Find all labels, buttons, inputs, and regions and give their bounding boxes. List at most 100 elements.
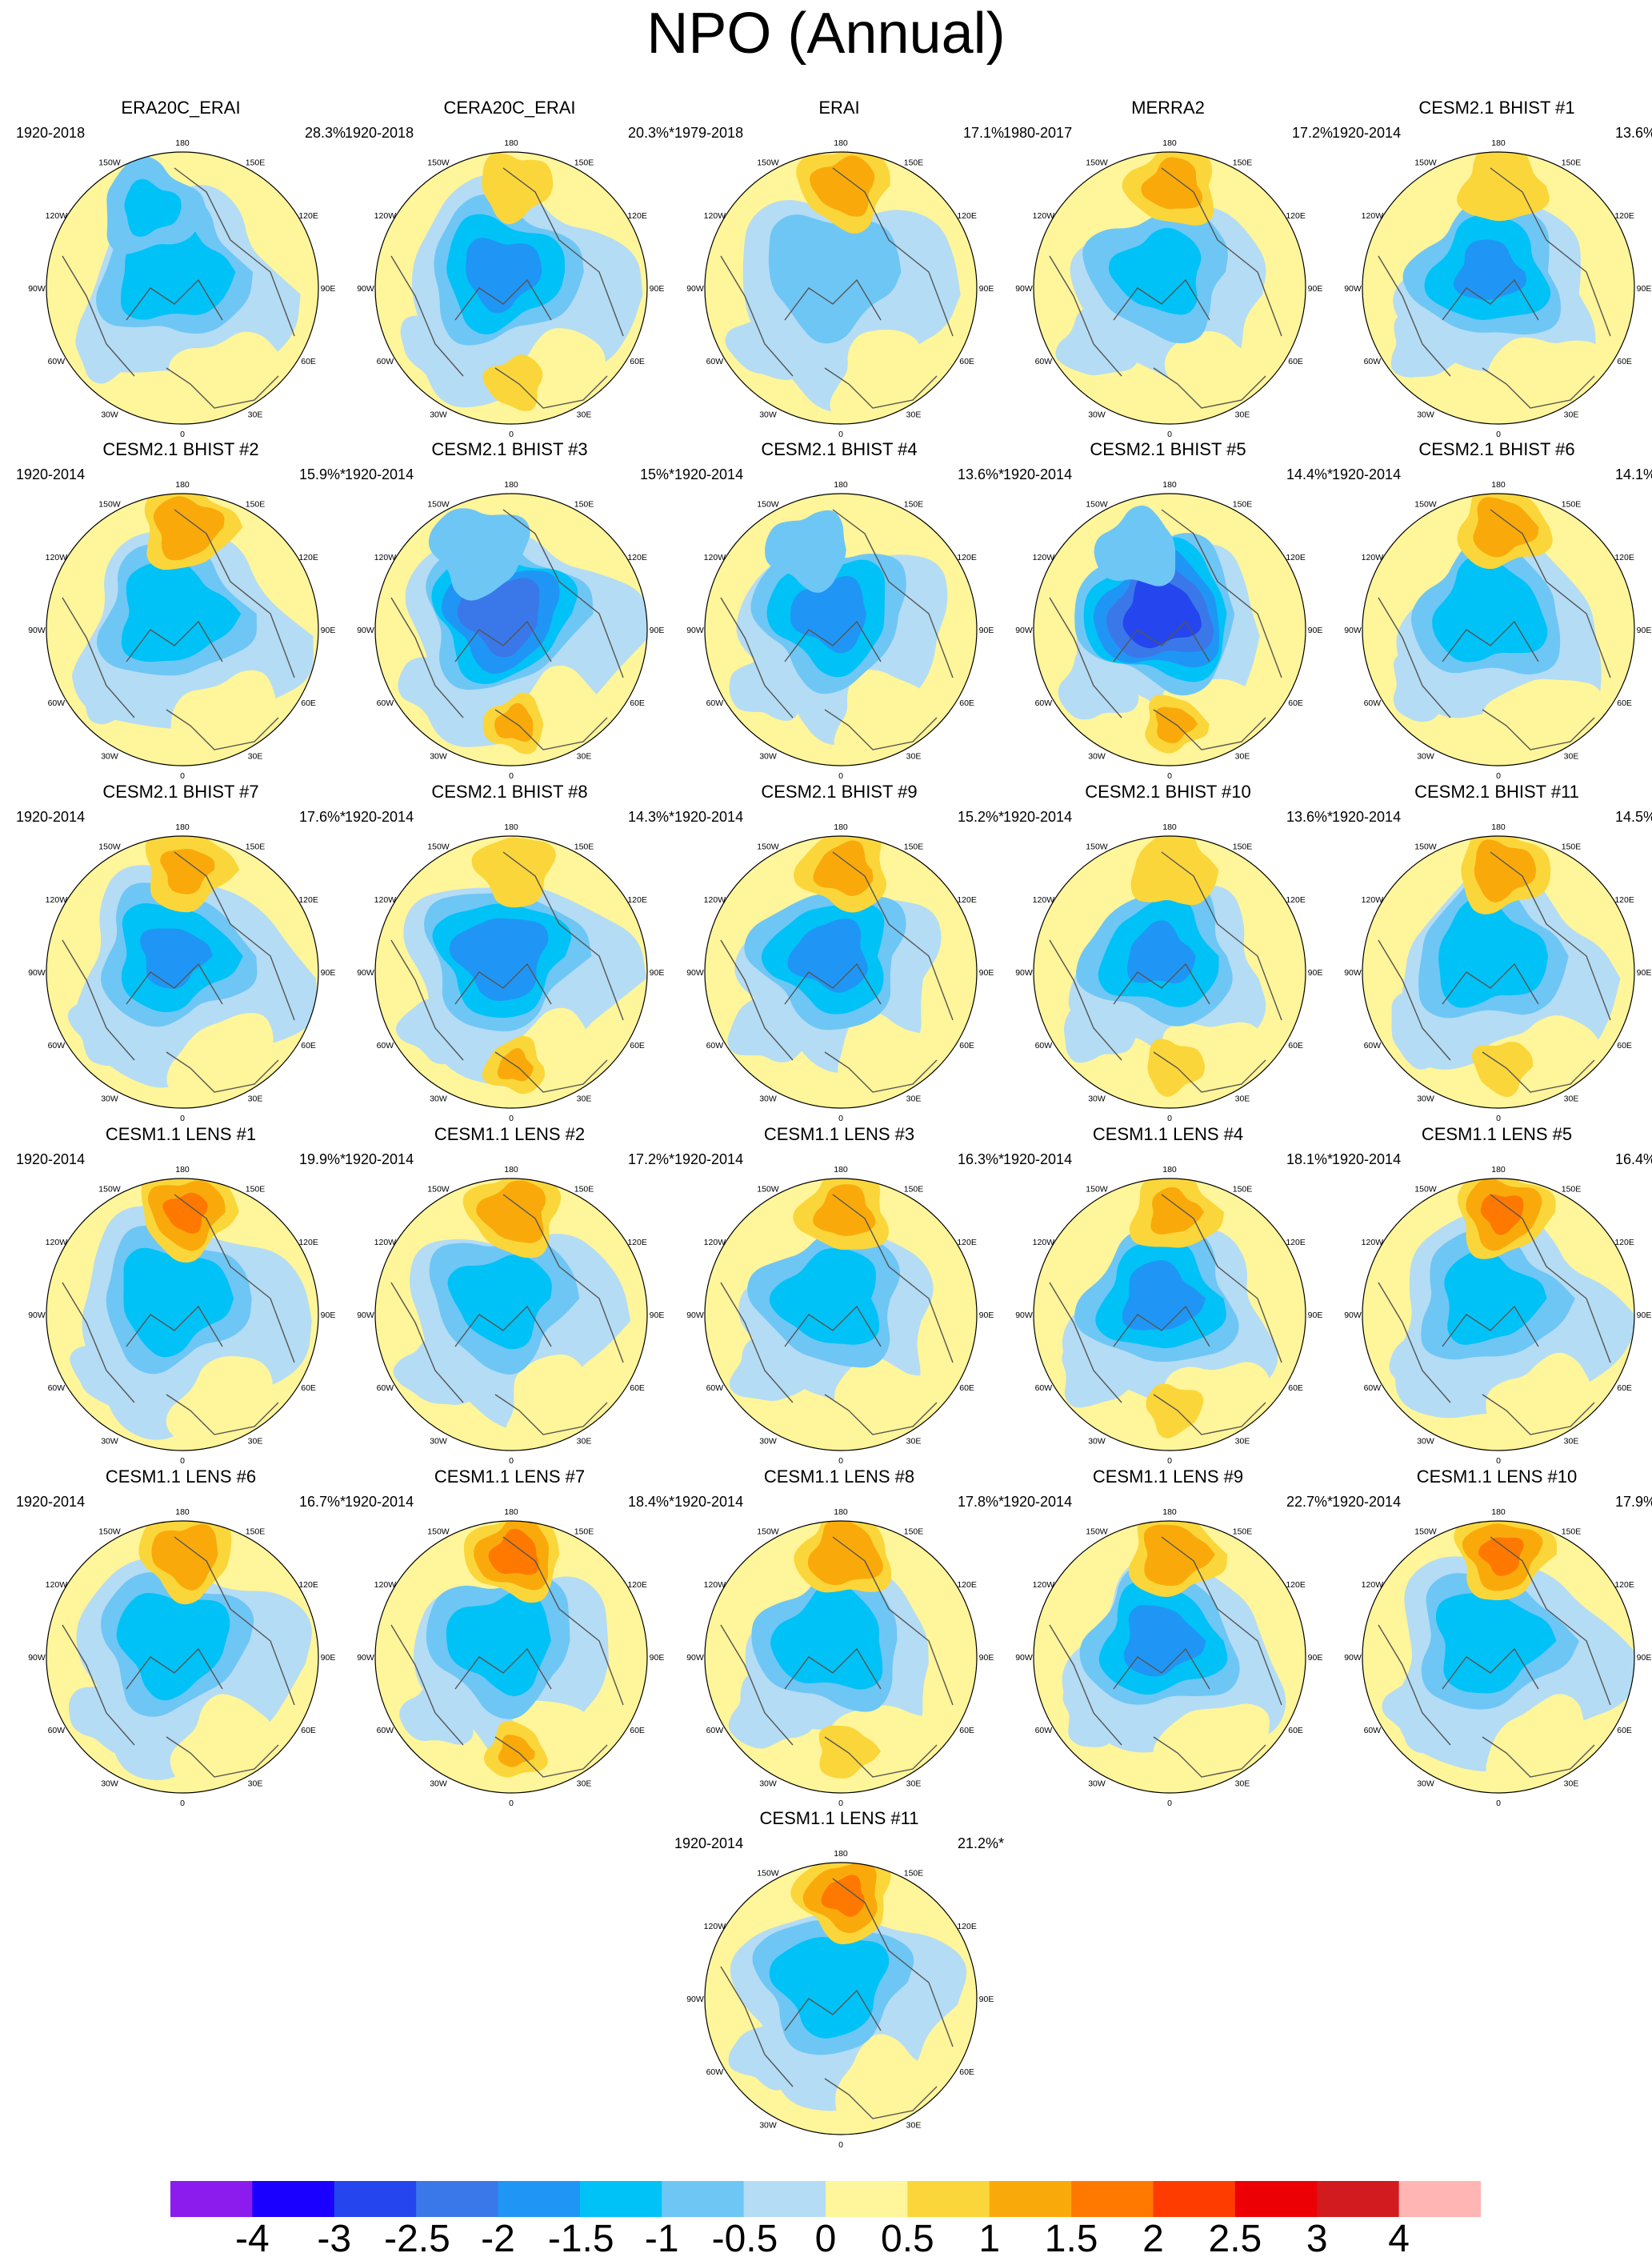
longitude-label: 30W: [101, 1779, 118, 1789]
longitude-label: 30E: [577, 752, 592, 762]
longitude-label: 60E: [630, 1726, 645, 1735]
map-panel: CESM2.1 BHIST #4 1920-2014 13.6%* 180 150E 12…: [674, 439, 1004, 781]
polar-low-contour: [1438, 897, 1549, 1008]
panel-title: CESM2.1 BHIST #5: [1090, 439, 1246, 459]
map-border: [374, 1520, 648, 1794]
coastline: [1482, 1394, 1595, 1435]
longitude-label: 30W: [101, 1094, 118, 1104]
coastline: [454, 1647, 552, 1690]
panel-title: CESM1.1 LENS #2: [434, 1124, 586, 1144]
longitude-label: 0: [838, 771, 843, 781]
coastline: [1153, 1394, 1266, 1435]
pacific-high-contour: [153, 496, 225, 561]
longitude-label: 90W: [686, 1995, 704, 2004]
longitude-label: 180: [1491, 1507, 1506, 1517]
map-border: [1362, 1178, 1635, 1451]
longitude-label: 60W: [48, 698, 66, 708]
longitude-label: 90W: [28, 1653, 46, 1663]
longitude-label: 60E: [630, 1383, 645, 1393]
polar-low-contour: [1444, 1250, 1547, 1345]
longitude-label: 120W: [704, 211, 726, 221]
map-border: [704, 1520, 978, 1794]
longitude-label: 30W: [1417, 1779, 1434, 1789]
longitude-label: 60E: [959, 357, 974, 366]
longitude-label: 60E: [1288, 357, 1303, 366]
longitude-label: 150W: [1086, 499, 1108, 509]
longitude-label: 120E: [627, 1238, 647, 1247]
coastline: [494, 709, 608, 750]
polar-low-contour: [1432, 554, 1548, 662]
coastline: [1482, 709, 1595, 750]
panel-title: CESM2.1 BHIST #6: [1418, 439, 1575, 459]
longitude-label: 30E: [906, 1437, 922, 1447]
longitude-label: 90W: [1344, 968, 1362, 978]
longitude-label: 60W: [1364, 1041, 1382, 1050]
longitude-label: 150E: [1233, 1184, 1253, 1194]
longitude-label: 90W: [1344, 1653, 1362, 1663]
coastline: [126, 1647, 223, 1690]
longitude-label: 120W: [374, 553, 397, 562]
longitude-label: 180: [1162, 480, 1177, 490]
negative-region: [1062, 1331, 1144, 1408]
panel-period: 1920-2014: [674, 1835, 744, 1851]
longitude-label: 60W: [1364, 698, 1382, 708]
coastline: [784, 1305, 882, 1347]
map-border: [46, 151, 319, 425]
coastline: [1113, 278, 1210, 321]
longitude-label: 60W: [1364, 357, 1382, 366]
pacific-high-contour: [162, 1192, 208, 1234]
panel-period: 1920-2014: [1332, 1151, 1402, 1167]
colorbar-tick-label: 0.5: [881, 2218, 934, 2260]
longitude-label: 180: [504, 1165, 518, 1175]
panel-variance-explained: 21.2%*: [957, 1835, 1004, 1851]
panel-variance-explained: 13.6%*: [1614, 125, 1652, 141]
longitude-label: 30W: [759, 1437, 777, 1447]
longitude-label: 0: [509, 430, 514, 439]
panel-period: 1920-2014: [16, 1494, 86, 1510]
panel-variance-explained: 19.9%*: [298, 1151, 346, 1167]
longitude-label: 150E: [1562, 842, 1582, 851]
panel-period: 1920-2014: [345, 466, 414, 482]
coastline: [502, 167, 624, 337]
longitude-label: 120E: [1286, 1238, 1306, 1247]
map-border: [704, 1862, 978, 2135]
map-border: [374, 1178, 648, 1451]
longitude-label: 0: [180, 771, 185, 781]
longitude-label: 30W: [1088, 1437, 1106, 1447]
colorbar: [170, 2181, 1481, 2217]
coastline: [1378, 939, 1451, 1061]
pacific-high-contour: [488, 1528, 539, 1575]
longitude-label: 30W: [759, 1094, 777, 1104]
longitude-label: 120E: [298, 1580, 318, 1590]
pacific-low-contour: [428, 508, 530, 601]
longitude-label: 180: [175, 480, 190, 490]
longitude-label: 30E: [248, 1094, 263, 1104]
longitude-label: 180: [504, 822, 518, 832]
longitude-label: 30E: [1235, 410, 1250, 420]
negative-region: [727, 986, 809, 1062]
polar-low-contour: [1127, 920, 1196, 984]
panel-variance-explained: 17.9%*: [1614, 1494, 1652, 1510]
polar-map: 180 150E 120E 90E 60E 30E 0 30W 60W 90W 120W 150W: [28, 1507, 335, 1808]
longitude-label: 180: [1162, 1165, 1177, 1175]
longitude-label: 0: [509, 1114, 514, 1123]
polar-map: 180 150E 120E 90E 60E 30E 0 30W 60W 90W 120W 150W: [1015, 480, 1322, 781]
polar-map: 180 150E 120E 90E 60E 30E 0 30W 60W 90W 120W 150W: [686, 480, 994, 781]
coastline: [1049, 939, 1122, 1061]
longitude-label: 60W: [1035, 698, 1053, 708]
longitude-label: 30W: [101, 410, 118, 420]
panel-title: CESM2.1 BHIST #11: [1414, 782, 1579, 802]
panel-variance-explained: 18.1%*: [1286, 1151, 1333, 1167]
polar-low-contour: [1453, 239, 1527, 300]
coastline: [1442, 962, 1539, 1005]
longitude-label: 150W: [757, 842, 779, 851]
colorbar-swatch: [1153, 2181, 1236, 2217]
polar-map: 180 150E 120E 90E 60E 30E 0 30W 60W 90W 120W 150W: [28, 1165, 335, 1466]
longitude-label: 30W: [1417, 1437, 1434, 1447]
coastline: [1442, 1647, 1539, 1690]
polar-map: 180 150E 120E 90E 60E 30E 0 30W 60W 90W 120W 150W: [686, 1849, 994, 2150]
longitude-label: 90W: [1015, 1653, 1033, 1663]
polar-map: 180 150E 120E 90E 60E 30E 0 30W 60W 90W 120W 150W: [686, 138, 994, 439]
coastline: [390, 939, 464, 1061]
panel-title: CESM2.1 BHIST #7: [102, 782, 259, 802]
